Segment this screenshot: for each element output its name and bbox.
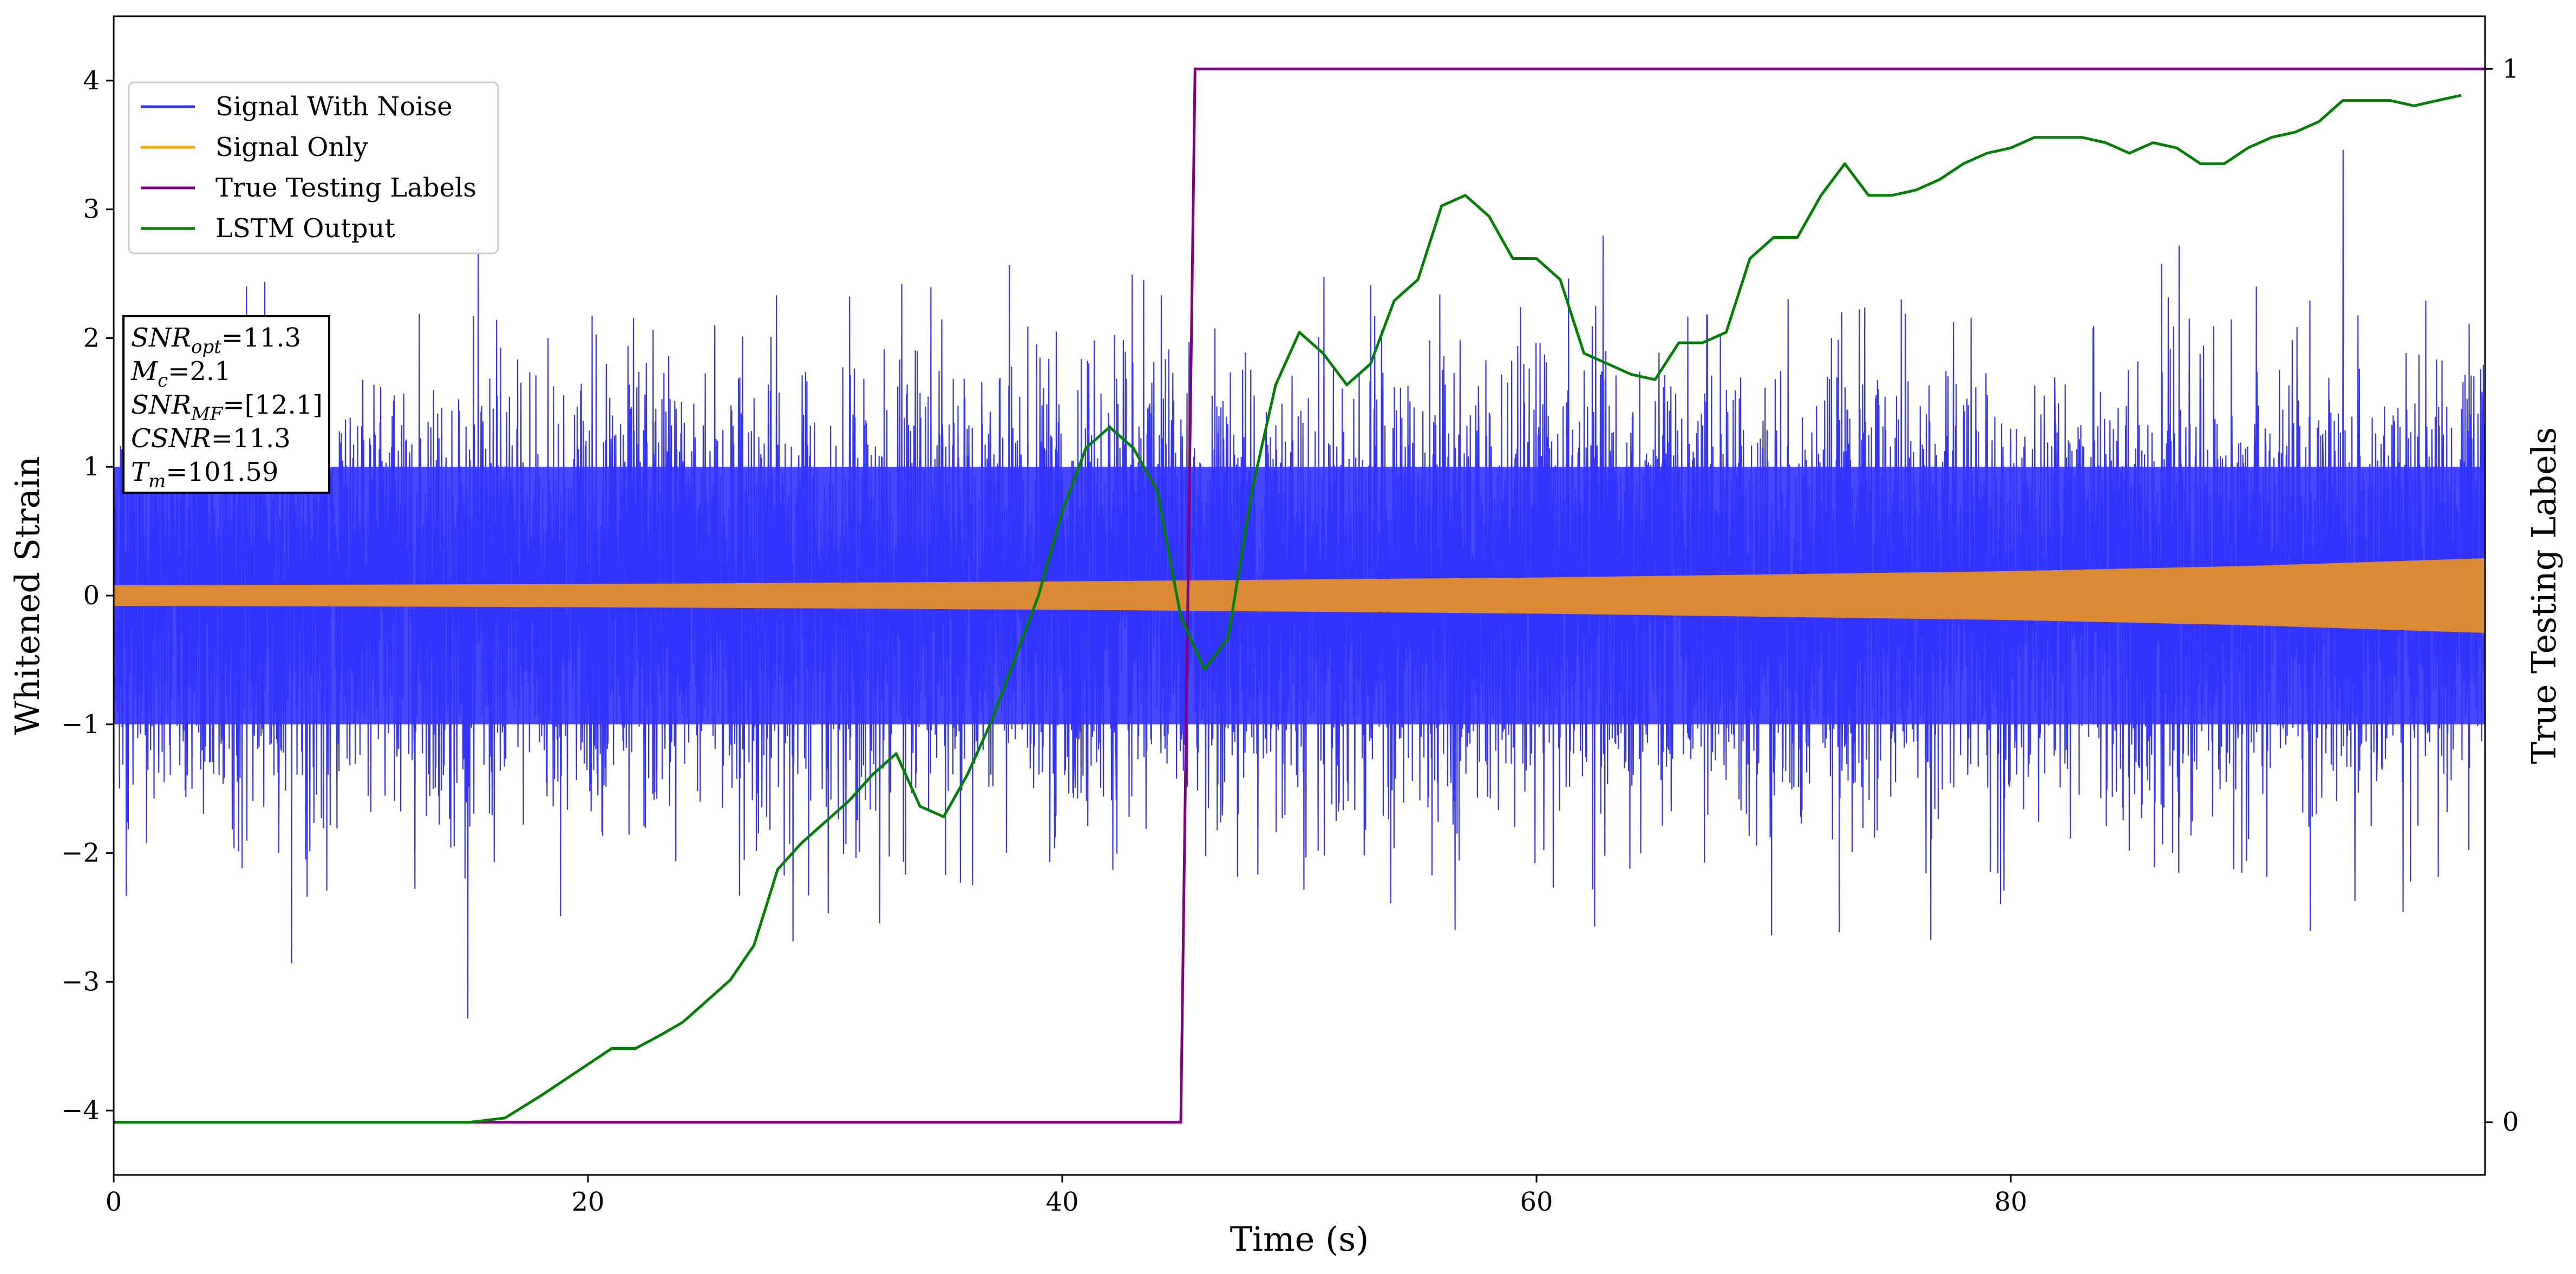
- y2-tick: 0: [2485, 1107, 2519, 1138]
- x-tick: 60: [1520, 1175, 1553, 1217]
- x-tick-label: 60: [1520, 1187, 1553, 1217]
- annotation-line: Mc=2.1: [130, 356, 231, 391]
- legend-label: Signal Only: [215, 132, 368, 162]
- y-tick: 3: [83, 194, 114, 225]
- y-axis-right: 01: [2485, 54, 2519, 1138]
- y-tick: 4: [83, 66, 114, 96]
- y-tick: −4: [61, 1095, 114, 1126]
- legend-item: Signal Only: [141, 132, 368, 162]
- y-tick-label: 0: [83, 580, 100, 611]
- legend-item: Signal With Noise: [141, 92, 453, 122]
- x-tick: 40: [1045, 1175, 1079, 1217]
- x-tick-label: 40: [1045, 1187, 1078, 1217]
- annotation-line: SNRopt=11.3: [131, 323, 301, 358]
- annotation-line: Tm=101.59: [131, 457, 278, 492]
- y-tick: 2: [83, 323, 114, 353]
- legend-item: LSTM Output: [141, 213, 395, 244]
- lstm-output-series: [114, 94, 2462, 1124]
- x-axis: 0 20 40 60 80: [106, 1175, 2028, 1217]
- x-tick-label: 0: [106, 1187, 122, 1217]
- x-tick-label: 20: [571, 1187, 604, 1217]
- plot-area: [114, 67, 2485, 1124]
- y2-axis-title: True Testing Labels: [2524, 427, 2564, 765]
- y-tick: −3: [61, 966, 114, 997]
- y-axis-title: Whitened Strain: [8, 456, 47, 735]
- x-tick: 80: [1994, 1175, 2028, 1217]
- x-tick: 20: [571, 1175, 605, 1217]
- y-tick-label: 3: [83, 194, 100, 225]
- y2-tick: 1: [2485, 54, 2519, 84]
- signal-only-envelope: [114, 558, 2485, 633]
- legend: Signal With Noise Signal Only True Testing…: [128, 81, 499, 254]
- y2-tick-label: 1: [2502, 54, 2519, 84]
- legend-label: True Testing Labels: [215, 173, 476, 203]
- snr-annotation-box: SNRopt=11.3Mc=2.1SNRMF=[12.1]CSNR=11.3Tm…: [122, 315, 330, 494]
- legend-frame: [128, 81, 499, 254]
- y-tick: 1: [83, 452, 114, 482]
- y-tick-label: 1: [83, 452, 100, 482]
- lstm-output-line: [114, 94, 2462, 1124]
- y-tick-label: −3: [61, 966, 100, 997]
- y2-tick-label: 0: [2502, 1107, 2519, 1138]
- y-tick-label: −1: [61, 709, 100, 740]
- legend-label: LSTM Output: [215, 213, 395, 244]
- x-tick-label: 80: [1994, 1187, 2027, 1217]
- y-tick: 0: [83, 580, 114, 611]
- y-tick: −1: [61, 709, 114, 740]
- annotation-line: CSNR=11.3: [131, 423, 291, 454]
- y-axis-left: −4 −3 −2 −1 0 1 2 3 4: [61, 66, 114, 1126]
- y-tick-label: 4: [83, 66, 100, 96]
- y-tick: −2: [61, 838, 114, 868]
- true-testing-labels-series: [114, 67, 2485, 1124]
- y-tick-label: −4: [61, 1095, 100, 1126]
- annotation-frame: [122, 315, 330, 494]
- legend-label: Signal With Noise: [215, 92, 453, 122]
- x-axis-title: Time (s): [1230, 1219, 1369, 1259]
- y-tick-label: 2: [83, 323, 100, 353]
- y-tick-label: −2: [61, 838, 100, 868]
- annotation-line: SNRMF=[12.1]: [131, 390, 323, 425]
- x-tick: 0: [106, 1175, 122, 1217]
- legend-item: True Testing Labels: [141, 173, 476, 203]
- signal-only-series: [114, 558, 2485, 633]
- true-testing-labels-line: [114, 67, 2485, 1124]
